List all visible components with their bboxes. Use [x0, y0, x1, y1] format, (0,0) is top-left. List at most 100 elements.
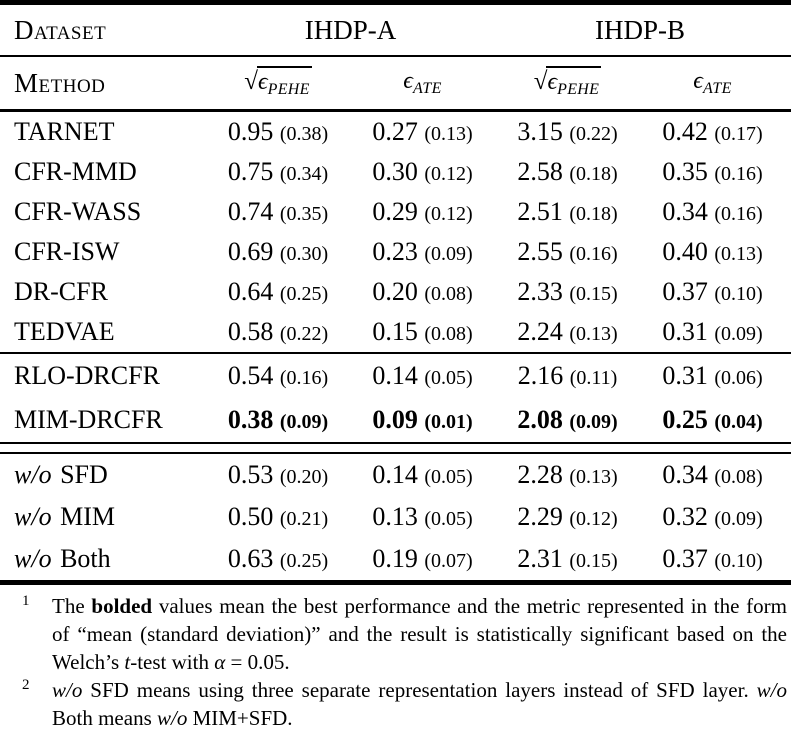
value-cell: 0.63 (0.25) [206, 544, 350, 574]
method-prefix: w/o [14, 544, 52, 573]
table-row: CFR-WASS 0.74 (0.35) 0.29 (0.12) 2.51 (0.18… [0, 192, 791, 232]
std-value: (0.12) [424, 163, 473, 185]
method-cell: MIM-DRCFR [14, 405, 163, 434]
method-cell: w/o MIM [14, 502, 115, 531]
mean-value: 2.33 [517, 277, 563, 306]
std-value: (0.08) [424, 323, 473, 345]
mean-value: 2.08 [517, 405, 563, 434]
method-prefix: w/o [14, 460, 52, 489]
mean-value: 0.37 [662, 277, 708, 306]
value-cell: 0.37 (0.10) [640, 544, 785, 574]
mean-value: 0.95 [227, 117, 274, 146]
table-row: MIM-DRCFR 0.38 (0.09) 0.09 (0.01) 2.08 (0.0… [0, 398, 791, 442]
std-value: (0.13) [714, 243, 763, 265]
group-header-ihdp-b: IHDP-B [594, 14, 685, 45]
value-cell: 0.14 (0.05) [350, 361, 495, 391]
mean-value: 0.31 [662, 317, 708, 346]
value-cell: 0.75 (0.34) [206, 157, 350, 187]
std-value: (0.38) [279, 123, 329, 145]
value-cell: 2.33 (0.15) [495, 277, 640, 307]
value-cell: 3.15 (0.22) [495, 117, 640, 147]
mean-value: 2.55 [517, 237, 563, 266]
mean-value: 2.24 [517, 317, 563, 346]
method-cell: w/o SFD [14, 460, 108, 489]
method-cell: TARNET [14, 117, 115, 146]
value-cell: 2.24 (0.13) [495, 317, 640, 347]
method-cell: TEDVAE [14, 317, 115, 346]
dataset-header-row: Dataset IHDP-A IHDP-B [0, 5, 791, 55]
mean-value: 0.53 [227, 460, 274, 489]
std-value: (0.21) [279, 508, 329, 530]
mean-value: 0.37 [662, 544, 708, 573]
footnote-2: 2 w/o SFD means using three separate rep… [20, 676, 787, 732]
std-value: (0.30) [279, 243, 329, 265]
value-cell: 0.15 (0.08) [350, 317, 495, 347]
mean-value: 0.34 [662, 460, 708, 489]
value-cell: 0.54 (0.16) [206, 361, 350, 391]
section-baselines: TARNET 0.95 (0.38) 0.27 (0.13) 3.15 (0.22) 0… [0, 112, 791, 352]
bottom-rule [0, 580, 791, 585]
radical-sign: √ [244, 67, 258, 95]
value-cell: 0.14 (0.05) [350, 460, 495, 490]
mean-value: 0.35 [662, 157, 708, 186]
std-value: (0.08) [714, 466, 763, 488]
value-cell: 2.16 (0.11) [495, 361, 640, 391]
mean-value: 0.13 [372, 502, 418, 531]
method-cell: RLO-DRCFR [14, 361, 160, 390]
mean-value: 0.09 [372, 405, 418, 434]
metric-header: ϵATE [350, 68, 495, 98]
section-proposed: RLO-DRCFR 0.54 (0.16) 0.14 (0.05) 2.16 (0.1… [0, 354, 791, 442]
std-value: (0.22) [569, 123, 618, 145]
method-cell: DR-CFR [14, 277, 108, 306]
metric-symbol: ϵPEHE [546, 65, 602, 98]
value-cell: 0.30 (0.12) [350, 157, 495, 187]
std-value: (0.05) [424, 466, 473, 488]
value-cell: 2.51 (0.18) [495, 197, 640, 227]
mean-value: 2.29 [517, 502, 563, 531]
mean-value: 0.40 [662, 237, 708, 266]
value-cell: 0.53 (0.20) [206, 460, 350, 490]
std-value: (0.35) [279, 203, 329, 225]
table-row: DR-CFR 0.64 (0.25) 0.20 (0.08) 2.33 (0.15) 0… [0, 272, 791, 312]
body-top-rule [0, 109, 791, 112]
value-cell: 0.64 (0.25) [206, 277, 350, 307]
value-cell: 0.74 (0.35) [206, 197, 350, 227]
std-value: (0.17) [714, 123, 763, 145]
mean-value: 0.58 [227, 317, 274, 346]
mean-value: 2.16 [517, 361, 564, 390]
value-cell: 0.42 (0.17) [640, 117, 785, 147]
value-cell: 0.50 (0.21) [206, 502, 350, 532]
std-value: (0.12) [424, 203, 473, 225]
mean-value: 0.27 [372, 117, 418, 146]
std-value: (0.13) [424, 123, 473, 145]
top-rule [0, 0, 791, 5]
method-cell: CFR-WASS [14, 197, 142, 226]
std-value: (0.16) [714, 163, 763, 185]
header-separator-rule [0, 55, 791, 57]
mean-value: 0.31 [662, 361, 708, 390]
table-row: w/o MIM 0.50 (0.21) 0.13 (0.05) 2.29 (0.12)… [0, 496, 791, 538]
metric-header: √ϵPEHE [206, 65, 350, 99]
footnote-2-marker: 2 [22, 677, 30, 693]
mean-value: 0.75 [227, 157, 274, 186]
std-value: (0.10) [714, 283, 763, 305]
mean-value: 0.30 [372, 157, 418, 186]
mean-value: 0.38 [227, 405, 274, 434]
value-cell: 0.37 (0.10) [640, 277, 785, 307]
value-cell: 0.29 (0.12) [350, 197, 495, 227]
table-row: TEDVAE 0.58 (0.22) 0.15 (0.08) 2.24 (0.13) 0… [0, 312, 791, 352]
std-value: (0.15) [569, 550, 618, 572]
value-cell: 0.32 (0.09) [640, 502, 785, 532]
value-cell: 0.09 (0.01) [350, 405, 495, 435]
table-row: w/o Both 0.63 (0.25) 0.19 (0.07) 2.31 (0.15… [0, 538, 791, 580]
value-cell: 0.23 (0.09) [350, 237, 495, 267]
value-cell: 2.28 (0.13) [495, 460, 640, 490]
std-value: (0.09) [279, 411, 329, 433]
std-value: (0.05) [424, 367, 473, 389]
value-cell: 0.35 (0.16) [640, 157, 785, 187]
metric-header: ϵATE [640, 68, 785, 98]
std-value: (0.25) [279, 550, 329, 572]
std-value: (0.16) [714, 203, 763, 225]
std-value: (0.16) [279, 367, 329, 389]
mean-value: 2.58 [517, 157, 563, 186]
